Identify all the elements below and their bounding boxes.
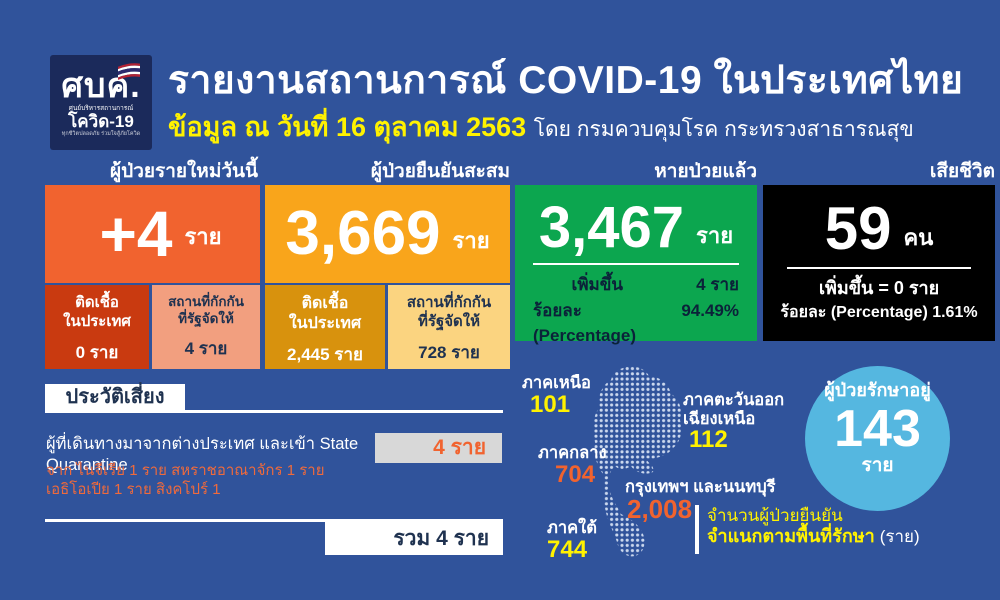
card-header-deaths: เสียชีวิต <box>929 161 995 182</box>
label: ที่รัฐจัดให้ <box>418 312 480 330</box>
region-northeast-label: ภาคตะวันออก เฉียงเหนือ <box>683 391 784 429</box>
report-date: ข้อมูล ณ วันที่ 16 ตุลาคม 2563 <box>168 112 527 142</box>
label: สถานที่กักกัน <box>406 294 492 311</box>
deaths-pct-text: ร้อยละ (Percentage) 1.61% <box>780 304 978 321</box>
new-cases-domestic-value: 0 ราย <box>75 342 119 362</box>
thai-flag-icon <box>118 63 140 80</box>
cumulative-value: 3,669 <box>285 199 441 268</box>
region-north-value: 101 <box>530 391 571 418</box>
label: ที่รัฐจัดให้ <box>178 310 234 326</box>
recovered-pct-label: ร้อยละ (Percentage) <box>533 300 636 346</box>
logo-org-line2: โควิด-19 <box>68 111 134 131</box>
risk-detail-line1: จาก ไนจีเรีย 1 ราย สหราชอาณาจักร 1 ราย <box>46 462 325 479</box>
recovered-unit: ราย <box>696 223 734 248</box>
active-cases-label: ผู้ป่วยรักษาอยู่ <box>824 380 931 400</box>
deaths-value: 59 <box>824 195 892 262</box>
deaths-increase-text: เพิ่มขึ้น = 0 ราย <box>818 278 940 298</box>
map-caption-line2: จำแนกตามพื้นที่รักษา (ราย) <box>707 525 920 548</box>
label: ติดเชื้อ <box>75 294 119 311</box>
risk-detail-line2: เอธิโอเปีย 1 ราย สิงคโปร์ 1 <box>46 481 221 498</box>
card-header-cumulative: ผู้ป่วยยืนยันสะสม <box>370 161 510 182</box>
card-new-cases: +4 ราย <box>45 185 260 283</box>
report-title: รายงานสถานการณ์ COVID-19 ในประเทศไทย <box>168 59 964 102</box>
thailand-map <box>592 366 682 557</box>
new-cases-domestic: ติดเชื้อ ในประเทศ 0 ราย <box>45 285 149 369</box>
region-central-label: ภาคกลาง <box>538 444 607 462</box>
label: ภาคตะวันออก <box>683 391 785 409</box>
cumulative-domestic: ติดเชื้อ ในประเทศ 2,445 ราย <box>265 285 385 369</box>
new-cases-value: +4 <box>99 198 173 270</box>
card-recovered: 3,467 ราย เพิ่มขึ้น 4 ราย ร้อยละ (Percen… <box>515 185 757 345</box>
risk-row-label: ผู้ที่เดินทางมาจากต่างประเทศ และเข้า Sta… <box>46 435 359 474</box>
card-deaths: 59 คน เพิ่มขึ้น = 0 ราย ร้อยละ (Percenta… <box>763 185 995 341</box>
active-cases-badge: ผู้ป่วยรักษาอยู่ 143 ราย <box>805 366 950 511</box>
caption-bar <box>695 505 699 554</box>
recovered-increase-value: 4 ราย <box>696 275 739 294</box>
recovered-value: 3,467 <box>538 195 685 260</box>
label: เฉียงเหนือ <box>683 409 756 428</box>
region-north-label: ภาคเหนือ <box>522 374 591 392</box>
divider <box>533 263 739 265</box>
cumulative-unit: ราย <box>452 227 490 253</box>
region-central-value: 704 <box>555 461 596 488</box>
region-bangkok-value: 2,008 <box>627 494 693 524</box>
divider <box>45 410 503 413</box>
divider <box>45 519 503 522</box>
new-cases-quarantine-value: 4 ราย <box>184 338 228 358</box>
risk-row-value: 4 ราย <box>375 433 502 463</box>
region-northeast-value: 112 <box>689 426 728 453</box>
region-bangkok-label: กรุงเทพฯ และนนทบุรี <box>625 478 776 496</box>
region-south-value: 744 <box>547 536 588 563</box>
divider <box>787 267 971 269</box>
card-header-recovered: หายป่วยแล้ว <box>654 161 757 182</box>
logo-org-line1: ศูนย์บริหารสถานการณ์ <box>68 104 134 112</box>
cumulative-quarantine-value: 728 ราย <box>418 342 480 362</box>
card-cumulative: 3,669 ราย <box>265 185 510 283</box>
recovered-increase-label: เพิ่มขึ้น <box>571 275 623 294</box>
new-cases-quarantine: สถานที่กักกัน ที่รัฐจัดให้ 4 ราย <box>152 285 260 369</box>
risk-section-title: ประวัติเสี่ยง <box>45 384 185 411</box>
label: ติดเชื้อ <box>301 295 349 312</box>
label: สถานที่กักกัน <box>168 294 244 309</box>
active-cases-value: 143 <box>834 399 921 458</box>
report-subtitle: ข้อมูล ณ วันที่ 16 ตุลาคม 2563 โดย กรมคว… <box>168 110 980 145</box>
cumulative-domestic-value: 2,445 ราย <box>287 345 363 364</box>
card-header-new-cases: ผู้ป่วยรายใหม่วันนี้ <box>110 161 258 182</box>
label: จำแนกตามพื้นที่รักษา <box>707 526 875 546</box>
ccsa-logo: ศบค. ศูนย์บริหารสถานการณ์ โควิด-19 ทุกชี… <box>50 55 152 150</box>
label: (ราย) <box>879 527 920 546</box>
recovered-pct-value: 94.49% <box>681 300 739 320</box>
logo-tagline: ทุกชีวิตปลอดภัย ร่วมใจสู้ภัยโควิด <box>61 131 141 138</box>
new-cases-unit: ราย <box>184 223 222 249</box>
deaths-unit: คน <box>903 225 934 250</box>
cumulative-quarantine: สถานที่กักกัน ที่รัฐจัดให้ 728 ราย <box>388 285 510 369</box>
report-source: โดย กรมควบคุมโรค กระทรวงสาธารณสุข <box>533 118 914 141</box>
label: ในประเทศ <box>63 312 131 330</box>
risk-total: รวม 4 ราย <box>325 522 503 555</box>
map-caption-line1: จำนวนผู้ป่วยยืนยัน <box>707 506 843 525</box>
label: ในประเทศ <box>288 315 362 332</box>
active-cases-unit: ราย <box>861 455 894 477</box>
region-south-label: ภาคใต้ <box>547 519 597 537</box>
